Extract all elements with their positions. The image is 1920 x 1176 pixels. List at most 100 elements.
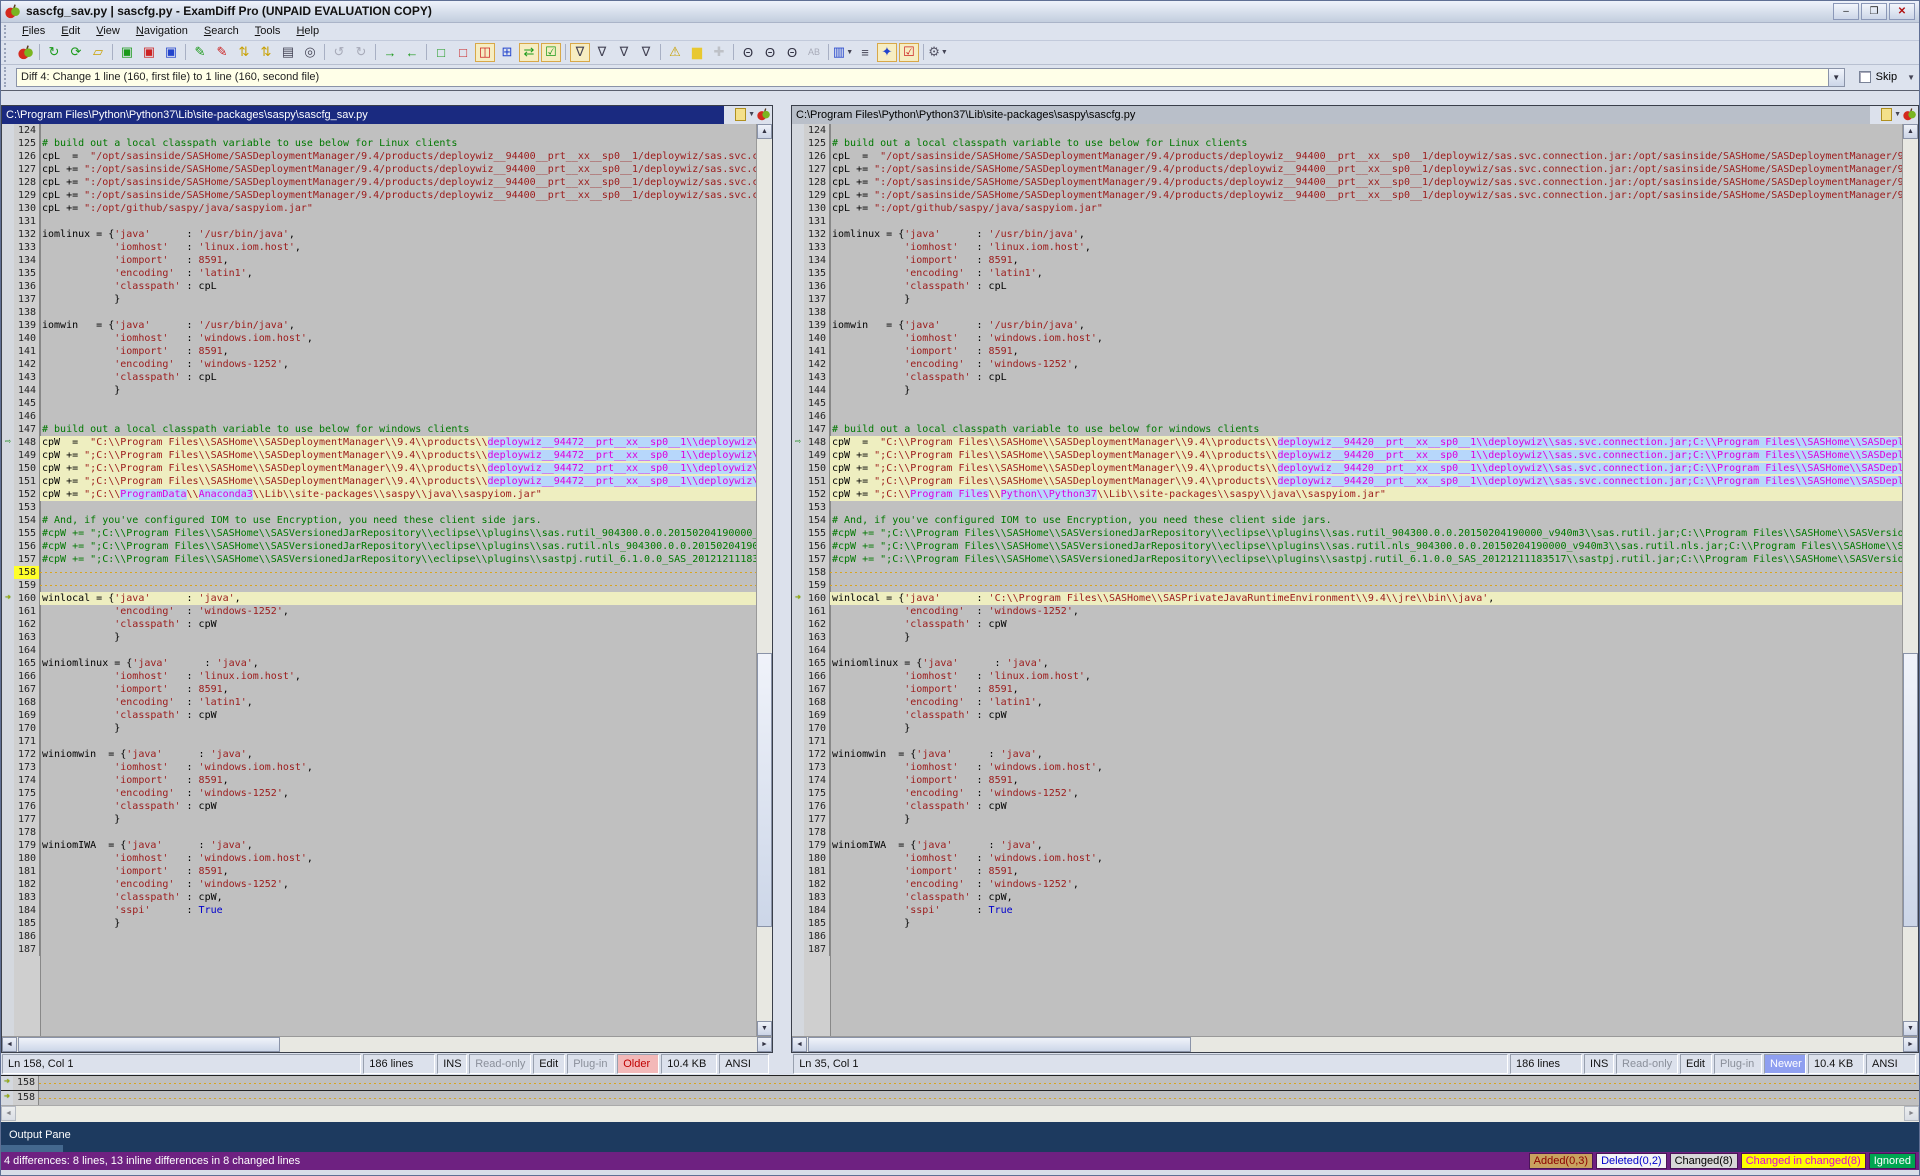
code-line[interactable]: 130 cpL += ":/opt/github/saspy/java/saspy…: [792, 201, 1902, 215]
code-line[interactable]: 151 cpW += ";C:\\Program Files\\SASHome\\…: [792, 474, 1902, 488]
code-line[interactable]: 184 'sspi' : True: [792, 903, 1902, 917]
redo-icon[interactable]: ↻: [355, 44, 367, 60]
scroll-right-icon[interactable]: ►: [1903, 1037, 1918, 1053]
scroll-down-icon[interactable]: ▼: [1903, 1021, 1918, 1037]
show-moved-icon[interactable]: ⊞: [501, 44, 513, 60]
scroll-left-icon[interactable]: ◄: [2, 1037, 17, 1053]
code-line[interactable]: 177 }: [2, 812, 756, 826]
code-line[interactable]: ➔ 160 winlocal = {'java' : 'C:\\Program Fi…: [792, 591, 1902, 605]
code-line[interactable]: 169 'classpath' : cpW: [792, 708, 1902, 722]
code-line[interactable]: 172 winiomwin = {'java' : 'java',: [792, 747, 1902, 761]
code-line[interactable]: 150 cpW += ";C:\\Program Files\\SASHome\\…: [2, 461, 756, 475]
code-line[interactable]: 168 'encoding' : 'latin1',: [2, 695, 756, 709]
code-line[interactable]: 137 }: [2, 292, 756, 306]
comment-block-icon[interactable]: ▆: [692, 44, 702, 60]
code-line[interactable]: 126 cpL = "/opt/sasinside/SASHome/SASDepl…: [792, 149, 1902, 163]
code-line[interactable]: 149 cpW += ";C:\\Program Files\\SASHome\\…: [792, 448, 1902, 462]
code-line[interactable]: 144 }: [792, 383, 1902, 397]
minimize-button[interactable]: –: [1833, 2, 1859, 20]
menu-item-tools[interactable]: Tools: [254, 25, 281, 38]
code-line[interactable]: 162 'classpath' : cpW: [792, 617, 1902, 631]
code-line[interactable]: 172 winiomwin = {'java' : 'java',: [2, 747, 756, 761]
next-difference-icon[interactable]: →: [383, 44, 397, 60]
right-file-path-bar[interactable]: C:\Program Files\Python\Python37\Lib\sit…: [792, 105, 1870, 124]
code-line[interactable]: 147 # build out a local classpath variabl…: [2, 422, 756, 436]
edit-first-file-icon[interactable]: ✎: [194, 44, 206, 60]
right-vscroll-thumb[interactable]: [1903, 652, 1918, 927]
ignore-warning-icon[interactable]: ⚠: [669, 44, 681, 60]
code-line[interactable]: 135 'encoding' : 'latin1',: [2, 266, 756, 280]
maximize-button[interactable]: ❐: [1861, 2, 1887, 20]
code-line[interactable]: 138: [2, 305, 756, 319]
code-line[interactable]: 128 cpL += ":/opt/sasinside/SASHome/SASDe…: [2, 175, 756, 189]
code-line[interactable]: 181 'iomport' : 8591,: [792, 864, 1902, 878]
current-diff-combobox[interactable]: Diff 4: Change 1 line (160, first file) …: [16, 67, 1828, 87]
scroll-down-icon[interactable]: ▼: [757, 1021, 772, 1037]
right-code-area[interactable]: 124 125 # build out a local classpath vari…: [792, 123, 1902, 1037]
code-line[interactable]: 127 cpL += ":/opt/sasinside/SASHome/SASDe…: [2, 162, 756, 176]
code-line[interactable]: 145: [792, 396, 1902, 410]
code-line[interactable]: 144 }: [2, 383, 756, 397]
show-identical-icon[interactable]: □: [437, 44, 445, 60]
code-line[interactable]: 165 winiomlinux = {'java' : 'java',: [2, 656, 756, 670]
scroll-up-icon[interactable]: ▲: [1903, 123, 1918, 139]
prev-difference-icon[interactable]: ←: [405, 44, 419, 60]
code-line[interactable]: 167 'iomport' : 8591,: [2, 682, 756, 696]
menu-item-search[interactable]: Search: [203, 25, 239, 38]
code-line[interactable]: 180 'iomhost' : 'windows.iom.host',: [792, 851, 1902, 865]
code-line[interactable]: 134 'iomport' : 8591,: [792, 253, 1902, 267]
code-line[interactable]: 152 cpW += ";C:\\ProgramData\\Anaconda3\\…: [2, 487, 756, 501]
code-line[interactable]: 131: [2, 214, 756, 228]
code-line[interactable]: 155 #cpW += ";C:\\Program Files\\SASHome\…: [2, 526, 756, 540]
toolbar-overflow-chevron-icon[interactable]: ▼: [1907, 72, 1915, 82]
left-vertical-scrollbar[interactable]: ▲ ▼: [756, 123, 772, 1037]
code-line[interactable]: 156 #cpW += ";C:\\Program Files\\SASHome\…: [792, 539, 1902, 553]
code-line[interactable]: 173 'iomhost' : 'windows.iom.host',: [792, 760, 1902, 774]
code-line[interactable]: 142 'encoding' : 'windows-1252',: [2, 357, 756, 371]
show-line-numbers-icon[interactable]: ≡: [861, 44, 869, 60]
scroll-up-icon[interactable]: ▲: [757, 123, 772, 139]
scroll-left-icon[interactable]: ◄: [792, 1037, 807, 1053]
code-line[interactable]: 176 'classpath' : cpW: [2, 799, 756, 813]
open-files-icon[interactable]: ▱: [93, 44, 103, 60]
synchronize-scroll-icon[interactable]: ⇄: [519, 42, 539, 62]
diffbar-grip[interactable]: [4, 67, 11, 88]
print-preview-icon[interactable]: ◎: [304, 44, 316, 60]
add-comment-icon[interactable]: ✚: [713, 44, 725, 60]
plugins-icon[interactable]: ✦: [877, 42, 897, 62]
filter-deleted-icon[interactable]: ∇: [619, 44, 629, 60]
code-line[interactable]: 136 'classpath' : cpL: [2, 279, 756, 293]
menu-item-view[interactable]: View: [96, 25, 120, 38]
code-line[interactable]: 139 iomwin = {'java' : '/usr/bin/java',: [792, 318, 1902, 332]
code-line[interactable]: 143 'classpath' : cpL: [2, 370, 756, 384]
code-line[interactable]: 140 'iomhost' : 'windows.iom.host',: [792, 331, 1902, 345]
save-second-file-icon[interactable]: ▣: [142, 44, 156, 60]
code-line[interactable]: 140 'iomhost' : 'windows.iom.host',: [2, 331, 756, 345]
current-diff-line[interactable]: ➔ 158: [1, 1090, 1919, 1106]
code-line[interactable]: 155 #cpW += ";C:\\Program Files\\SASHome\…: [792, 526, 1902, 540]
menu-item-edit[interactable]: Edit: [61, 25, 81, 38]
code-line[interactable]: 128 cpL += ":/opt/sasinside/SASHome/SASDe…: [792, 175, 1902, 189]
code-line[interactable]: 141 'iomport' : 8591,: [792, 344, 1902, 358]
left-file-path-bar[interactable]: C:\Program Files\Python\Python37\Lib\sit…: [2, 105, 724, 124]
show-changed-icon[interactable]: ◫: [475, 42, 495, 62]
code-line[interactable]: 129 cpL += ":/opt/sasinside/SASHome/SASDe…: [792, 188, 1902, 202]
code-line[interactable]: 133 'iomhost' : 'linux.iom.host',: [792, 240, 1902, 254]
examdiff-logo-icon[interactable]: [1903, 108, 1916, 121]
code-line[interactable]: 163 }: [792, 630, 1902, 644]
path-dropdown-icon[interactable]: ▼: [748, 111, 755, 119]
code-line[interactable]: 153: [792, 500, 1902, 514]
code-line[interactable]: 187: [792, 942, 1902, 956]
code-line[interactable]: 161 'encoding' : 'windows-1252',: [792, 604, 1902, 618]
code-line[interactable]: 132 iomlinux = {'java' : '/usr/bin/java',: [792, 227, 1902, 241]
code-line[interactable]: 125 # build out a local classpath variabl…: [792, 136, 1902, 150]
scroll-right-icon[interactable]: ►: [757, 1037, 772, 1053]
code-line[interactable]: 156 #cpW += ";C:\\Program Files\\SASHome\…: [2, 539, 756, 553]
filter-changed-icon[interactable]: ∇: [641, 44, 651, 60]
right-horizontal-scrollbar[interactable]: ◄ ►: [792, 1036, 1918, 1053]
right-vertical-scrollbar[interactable]: ▲ ▼: [1902, 123, 1918, 1037]
code-line[interactable]: 136 'classpath' : cpL: [792, 279, 1902, 293]
code-line[interactable]: 131: [792, 214, 1902, 228]
code-line[interactable]: 142 'encoding' : 'windows-1252',: [792, 357, 1902, 371]
code-line[interactable]: 179 winiomIWA = {'java' : 'java',: [792, 838, 1902, 852]
